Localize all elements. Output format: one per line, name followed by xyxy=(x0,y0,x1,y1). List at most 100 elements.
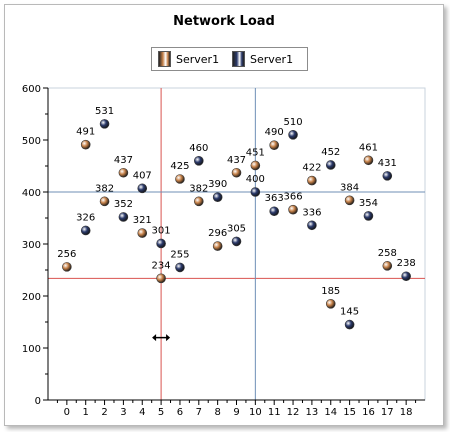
x-tick-label: 12 xyxy=(287,407,300,418)
x-tick-label: 3 xyxy=(120,407,126,418)
data-label-series-2: 460 xyxy=(189,143,208,154)
x-tick-label: 14 xyxy=(324,407,337,418)
data-point-series-1 xyxy=(194,196,204,207)
data-label-series-2: 326 xyxy=(76,212,95,223)
data-point-series-2 xyxy=(118,212,129,222)
data-point-series-1 xyxy=(118,167,129,178)
data-label-series-1: 234 xyxy=(152,260,171,271)
legend-swatch-series-1 xyxy=(158,51,171,67)
x-tick-label: 2 xyxy=(101,407,107,418)
data-label-series-1: 258 xyxy=(378,248,397,259)
data-label-series-1: 382 xyxy=(189,183,208,194)
y-tick-label: 0 xyxy=(35,396,41,407)
data-point-series-1 xyxy=(363,155,374,166)
x-tick-label: 5 xyxy=(158,407,164,418)
data-label-series-1: 437 xyxy=(227,155,246,166)
data-label-series-2: 407 xyxy=(133,170,152,181)
data-label-series-1: 451 xyxy=(246,147,265,158)
data-point-series-1 xyxy=(80,139,91,150)
legend-item-series-1: Server1 xyxy=(158,51,219,67)
data-point-series-1 xyxy=(62,262,72,272)
data-point-series-1 xyxy=(156,273,166,284)
chart-legend: Server1 Server1 xyxy=(151,47,308,71)
data-label-series-2: 238 xyxy=(397,258,416,269)
data-label-series-1: 366 xyxy=(284,192,303,203)
data-label-series-2: 354 xyxy=(359,198,378,209)
data-label-series-2: 431 xyxy=(378,158,397,169)
data-point-series-1 xyxy=(99,196,110,207)
data-label-series-2: 363 xyxy=(265,193,284,204)
data-point-series-2 xyxy=(194,156,204,166)
x-tick-label: 10 xyxy=(249,407,262,418)
x-tick-label: 15 xyxy=(343,407,356,418)
data-point-series-1 xyxy=(288,204,298,215)
data-point-series-1 xyxy=(250,160,261,171)
data-label-series-1: 461 xyxy=(359,142,378,153)
x-tick-label: 7 xyxy=(196,407,202,418)
data-point-series-2 xyxy=(344,319,355,330)
x-tick-label: 18 xyxy=(400,407,413,418)
data-point-series-1 xyxy=(137,228,148,238)
data-label-series-1: 490 xyxy=(265,127,284,138)
y-tick-label: 600 xyxy=(22,84,41,95)
x-tick-label: 13 xyxy=(306,407,319,418)
data-point-series-1 xyxy=(307,175,317,186)
data-point-series-1 xyxy=(231,167,242,178)
data-label-series-2: 531 xyxy=(95,106,114,117)
legend-swatch-series-2 xyxy=(232,51,245,67)
x-tick-label: 8 xyxy=(214,407,220,418)
data-point-series-2 xyxy=(137,183,148,194)
data-point-series-1 xyxy=(175,174,185,184)
y-tick-label: 200 xyxy=(22,292,41,303)
data-label-series-1: 382 xyxy=(95,183,114,194)
data-label-series-1: 256 xyxy=(57,249,76,260)
data-point-series-1 xyxy=(269,140,280,150)
x-tick-label: 17 xyxy=(381,407,394,418)
y-tick-label: 100 xyxy=(22,344,41,355)
data-label-series-2: 400 xyxy=(246,174,265,185)
data-label-series-1: 321 xyxy=(133,215,152,226)
data-point-series-2 xyxy=(269,206,280,217)
data-point-series-2 xyxy=(382,171,393,181)
x-tick-label: 11 xyxy=(268,407,281,418)
data-label-series-1: 185 xyxy=(321,286,340,297)
x-tick-label: 9 xyxy=(233,407,239,418)
x-tick-label: 0 xyxy=(64,407,70,418)
data-label-series-2: 305 xyxy=(227,223,246,234)
data-point-series-2 xyxy=(307,220,317,231)
data-point-series-2 xyxy=(99,119,110,129)
data-point-series-2 xyxy=(401,271,411,282)
data-point-series-2 xyxy=(288,130,298,140)
legend-label-series-1: Server1 xyxy=(176,52,220,66)
x-tick-label: 1 xyxy=(83,407,89,418)
data-label-series-1: 296 xyxy=(208,228,227,239)
data-point-series-2 xyxy=(250,187,261,197)
data-label-series-1: 437 xyxy=(114,155,133,166)
data-point-series-1 xyxy=(344,195,355,206)
y-tick-label: 300 xyxy=(22,240,41,251)
data-point-series-2 xyxy=(175,262,185,273)
data-label-series-1: 422 xyxy=(302,163,321,174)
data-point-series-2 xyxy=(231,236,242,247)
horizontal-resize-cursor-icon xyxy=(152,334,171,342)
data-point-series-1 xyxy=(212,241,223,251)
data-label-series-2: 352 xyxy=(114,199,133,210)
data-label-series-2: 336 xyxy=(302,207,321,218)
legend-label-series-2: Server1 xyxy=(250,52,294,66)
data-label-series-2: 145 xyxy=(340,307,359,318)
data-label-series-1: 384 xyxy=(340,182,359,193)
chart-title: Network Load xyxy=(173,14,275,29)
data-point-series-2 xyxy=(212,192,223,202)
data-label-series-2: 255 xyxy=(170,249,189,260)
data-point-series-2 xyxy=(156,238,166,249)
y-tick-label: 400 xyxy=(22,188,41,199)
data-point-series-2 xyxy=(325,160,336,170)
data-point-series-1 xyxy=(382,261,393,271)
legend-item-series-2: Server1 xyxy=(232,51,293,67)
x-tick-label: 4 xyxy=(139,407,145,418)
x-tick-label: 16 xyxy=(362,407,375,418)
x-tick-label: 6 xyxy=(177,407,183,418)
data-label-series-2: 452 xyxy=(321,147,340,158)
data-label-series-2: 390 xyxy=(208,179,227,190)
